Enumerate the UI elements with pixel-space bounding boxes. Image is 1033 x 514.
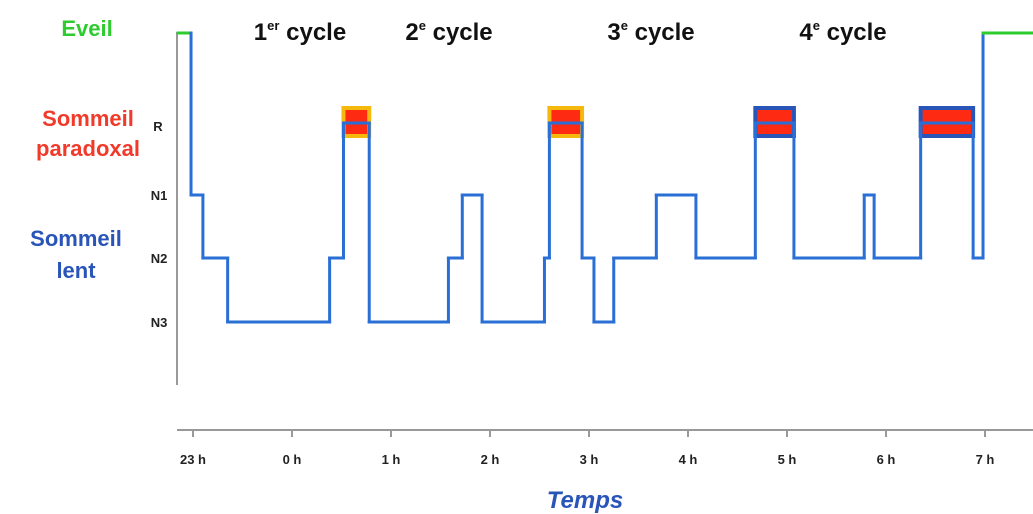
- category-label: Sommeil: [42, 106, 134, 131]
- x-tick-label: 5 h: [778, 452, 797, 467]
- x-tick-label: 23 h: [180, 452, 206, 467]
- x-ticks: 23 h 0 h 1 h 2 h 3 h 4 h 5 h 6 h 7 h: [180, 430, 994, 467]
- x-tick-label: 7 h: [976, 452, 995, 467]
- cycle-labels: 1er cycle 2e cycle 3e cycle 4e cycle: [254, 18, 887, 46]
- cycle-label: 3e cycle: [607, 18, 694, 46]
- category-label: paradoxal: [36, 136, 140, 161]
- cycle-label: 4e cycle: [799, 18, 886, 46]
- stage-tick-label: N1: [151, 188, 168, 203]
- x-axis-label: Temps: [547, 487, 623, 514]
- stage-tick-label: N3: [151, 315, 168, 330]
- x-tick-label: 0 h: [283, 452, 302, 467]
- stage-labels: R N1 N2 N3: [151, 119, 168, 330]
- stage-tick-label: R: [153, 119, 163, 134]
- cycle-label: 2e cycle: [405, 18, 492, 46]
- x-tick-label: 3 h: [580, 452, 599, 467]
- x-tick-label: 6 h: [877, 452, 896, 467]
- cycle-label: 1er cycle: [254, 18, 346, 46]
- category-label: lent: [56, 258, 96, 283]
- stage-tick-label: N2: [151, 251, 168, 266]
- category-label: Sommeil: [30, 226, 122, 251]
- category-labels: Eveil Sommeil paradoxal Sommeil lent: [30, 16, 140, 283]
- rem-blocks: [341, 106, 976, 138]
- hypnogram-lines: [176, 31, 1033, 324]
- category-label: Eveil: [61, 16, 112, 41]
- x-tick-label: 4 h: [679, 452, 698, 467]
- x-tick-label: 1 h: [382, 452, 401, 467]
- x-tick-label: 2 h: [481, 452, 500, 467]
